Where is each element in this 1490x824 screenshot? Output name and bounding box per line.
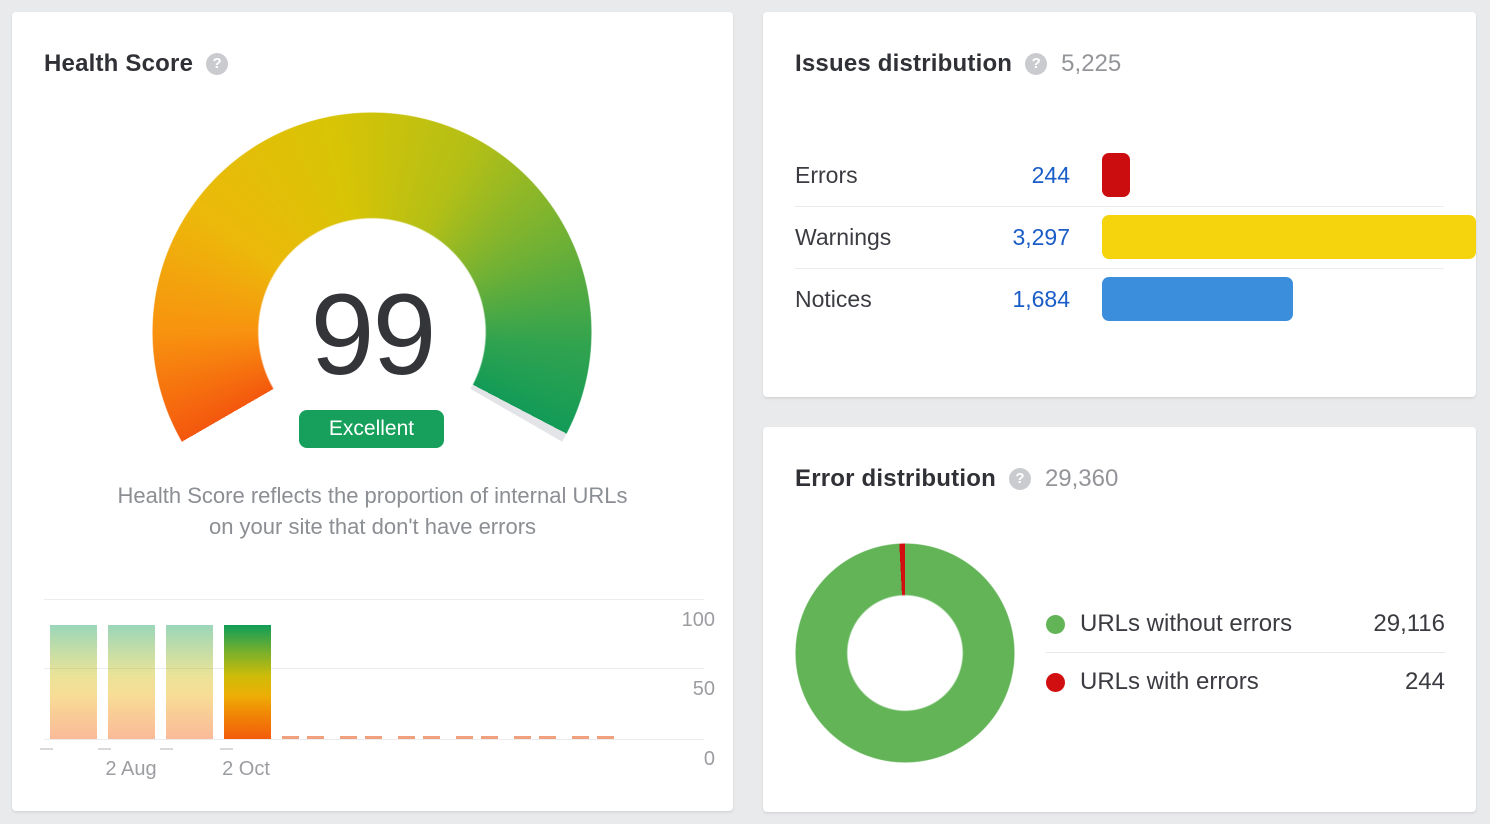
health-score-card: Health Score ? 99 Excellent Health Score… xyxy=(12,12,733,811)
warnings-label: Warnings xyxy=(795,223,892,250)
errors-total-count: 29,360 xyxy=(1044,465,1119,492)
y-axis-label-0: 0 xyxy=(703,748,715,770)
issues-distribution-title: Issues distribution xyxy=(795,50,1013,77)
warnings-count-link[interactable]: 3,297 xyxy=(1012,223,1070,250)
health-score-description: Health Score reflects the proportion of … xyxy=(42,480,703,542)
legend-item-urls-with-errors[interactable]: URLs with errors 244 xyxy=(1046,660,1445,704)
help-icon[interactable]: ? xyxy=(1008,468,1031,490)
issues-row-warnings: Warnings 3,297 xyxy=(795,215,1476,259)
error-distribution-header: Error distribution ? 29,360 xyxy=(795,465,1118,493)
health-score-rating-badge: Excellent xyxy=(299,410,444,448)
history-bar[interactable] xyxy=(224,625,271,739)
y-axis-label-100: 100 xyxy=(681,609,715,631)
description-line-2: on your site that don't have errors xyxy=(208,514,537,539)
issues-row-notices: Notices 1,684 xyxy=(795,277,1444,321)
gridline-100 xyxy=(44,599,704,600)
legend-label: URLs with errors xyxy=(1080,668,1259,695)
health-score-title: Health Score xyxy=(44,50,194,77)
notices-bar[interactable] xyxy=(1102,277,1293,321)
description-line-1: Health Score reflects the proportion of … xyxy=(117,483,628,508)
gridline-0 xyxy=(44,739,704,740)
x-axis-tick xyxy=(220,748,233,750)
health-score-history-chart xyxy=(50,624,710,739)
history-bar-empty[interactable] xyxy=(572,736,619,739)
history-bar[interactable] xyxy=(50,625,97,739)
green-dot-icon xyxy=(1046,614,1065,634)
x-axis-tick xyxy=(98,748,111,750)
row-divider xyxy=(795,268,1444,269)
errors-bar[interactable] xyxy=(1102,153,1130,197)
legend-divider xyxy=(1046,652,1445,653)
health-score-gauge xyxy=(152,112,592,552)
history-bar-empty[interactable] xyxy=(456,736,503,739)
errors-label: Errors xyxy=(795,161,858,188)
gridline-50 xyxy=(44,668,704,669)
history-bar-empty[interactable] xyxy=(514,736,561,739)
error-distribution-donut-chart[interactable] xyxy=(795,543,1015,763)
row-divider xyxy=(795,206,1444,207)
help-icon[interactable]: ? xyxy=(206,53,229,75)
history-bar-empty[interactable] xyxy=(340,736,387,739)
history-bar[interactable] xyxy=(108,625,155,739)
history-bar[interactable] xyxy=(166,625,213,739)
error-distribution-card: Error distribution ? 29,360 URLs without… xyxy=(763,427,1476,812)
red-dot-icon xyxy=(1046,672,1065,692)
warnings-bar[interactable] xyxy=(1102,215,1476,259)
issues-distribution-card: Issues distribution ? 5,225 Errors 244 W… xyxy=(763,12,1476,397)
y-axis-label-50: 50 xyxy=(692,678,715,700)
x-axis-label-oct: 2 Oct xyxy=(222,758,270,780)
error-distribution-title: Error distribution xyxy=(795,465,996,492)
issues-distribution-header: Issues distribution ? 5,225 xyxy=(795,50,1121,78)
legend-value: 29,116 xyxy=(1373,610,1445,637)
health-score-header: Health Score ? xyxy=(44,50,229,78)
notices-label: Notices xyxy=(795,285,872,312)
history-bar-empty[interactable] xyxy=(398,736,445,739)
help-icon[interactable]: ? xyxy=(1025,53,1048,75)
issues-total-count: 5,225 xyxy=(1061,50,1122,77)
notices-count-link[interactable]: 1,684 xyxy=(1012,285,1070,312)
issues-row-errors: Errors 244 xyxy=(795,153,1444,197)
x-axis-tick xyxy=(160,748,173,750)
errors-count-link[interactable]: 244 xyxy=(1031,161,1070,188)
legend-value: 244 xyxy=(1404,668,1445,695)
legend-label: URLs without errors xyxy=(1080,610,1293,637)
x-axis-tick xyxy=(40,748,53,750)
health-score-value: 99 xyxy=(310,271,437,399)
error-distribution-legend: URLs without errors 29,116 URLs with err… xyxy=(1046,602,1445,704)
history-bar-empty[interactable] xyxy=(282,736,329,739)
legend-item-urls-without-errors[interactable]: URLs without errors 29,116 xyxy=(1046,602,1445,646)
x-axis-label-aug: 2 Aug xyxy=(105,758,157,780)
